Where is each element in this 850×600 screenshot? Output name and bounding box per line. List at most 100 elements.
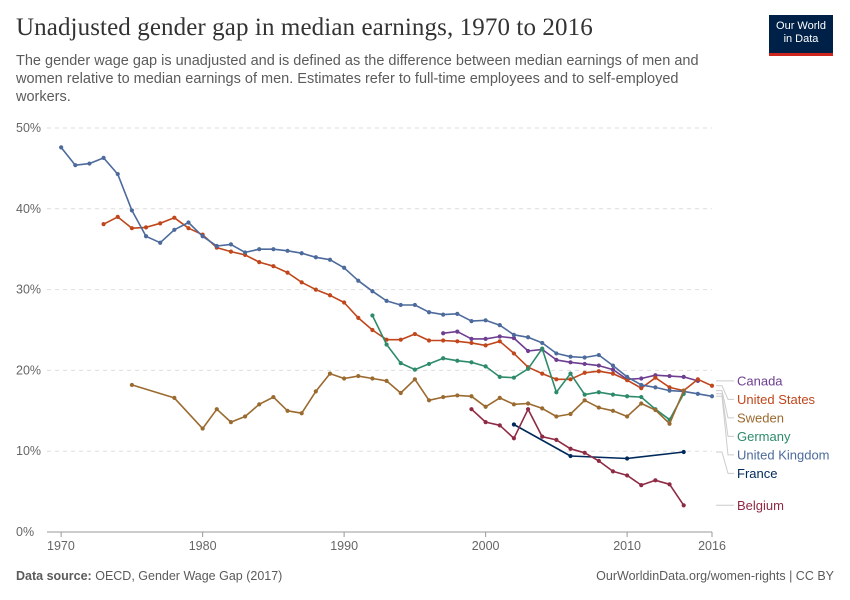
series-line-sweden (131, 372, 685, 430)
data-point-united-states (554, 377, 559, 382)
legend-connector-united-states (716, 385, 734, 400)
data-point-canada (455, 329, 460, 334)
data-point-united-states (186, 226, 191, 231)
legend-connector-united-kingdom (716, 395, 734, 456)
x-tick-label: 2016 (698, 539, 726, 553)
legend-label-germany: Germany (737, 429, 791, 444)
data-point-united-kingdom (511, 332, 517, 337)
data-point-united-states (540, 371, 545, 376)
data-point-sweden (313, 389, 318, 394)
data-point-united-kingdom (540, 340, 545, 346)
data-point-united-kingdom (469, 319, 474, 324)
data-point-united-kingdom (582, 355, 587, 360)
legend-connector-france (716, 451, 734, 474)
data-point-united-kingdom (610, 363, 616, 368)
data-point-sweden (299, 411, 304, 416)
data-point-sweden (384, 378, 389, 384)
data-point-belgium (525, 407, 531, 412)
data-point-canada (568, 360, 573, 365)
data-point-germany (483, 364, 488, 369)
data-point-canada (483, 336, 488, 341)
data-point-united-kingdom (313, 255, 318, 260)
data-point-united-kingdom (398, 302, 403, 308)
data-point-sweden (257, 402, 262, 407)
data-point-united-states (299, 280, 304, 285)
data-point-united-states (412, 331, 417, 337)
series-line-belgium (470, 408, 685, 506)
data-point-united-kingdom (143, 234, 149, 239)
data-point-united-kingdom (73, 163, 78, 168)
data-point-germany (525, 366, 531, 371)
data-point-germany (398, 361, 403, 366)
data-point-united-states (257, 260, 262, 265)
data-point-canada (639, 376, 644, 381)
data-point-sweden (497, 395, 502, 400)
data-source-text[interactable]: OECD, Gender Wage Gap (2017) (95, 569, 283, 583)
data-point-sweden (342, 376, 347, 381)
data-point-united-states (426, 338, 432, 343)
data-point-sweden (483, 404, 488, 409)
data-point-united-kingdom (101, 155, 106, 160)
data-point-united-kingdom (115, 171, 120, 177)
data-point-united-kingdom (441, 312, 446, 317)
data-point-united-states (483, 343, 488, 348)
data-point-canada (497, 334, 502, 339)
data-point-sweden (370, 376, 375, 381)
data-point-united-states (582, 370, 587, 375)
data-point-france (511, 422, 517, 427)
legend-label-united-kingdom: United Kingdom (737, 447, 830, 462)
legend-label-sweden: Sweden (737, 410, 784, 425)
series-line-france (513, 423, 684, 460)
data-point-belgium (667, 482, 672, 487)
data-point-united-kingdom (186, 220, 191, 225)
data-point-germany (412, 367, 417, 372)
data-point-germany (370, 313, 375, 318)
data-point-united-states (625, 377, 630, 383)
data-point-sweden (582, 398, 587, 403)
data-point-united-states (370, 327, 375, 333)
data-point-france (568, 453, 573, 459)
data-point-sweden (398, 390, 403, 396)
data-point-sweden (356, 373, 361, 379)
data-point-united-states (610, 371, 616, 376)
data-point-united-kingdom (384, 298, 389, 304)
data-point-sweden (412, 377, 417, 382)
data-point-belgium (596, 458, 601, 463)
data-point-germany (511, 375, 517, 380)
data-point-united-kingdom (625, 374, 630, 379)
data-point-sweden (426, 398, 432, 403)
x-tick-label: 2000 (472, 539, 500, 553)
data-point-united-kingdom (653, 385, 658, 390)
data-point-sweden (200, 426, 205, 431)
data-point-germany (639, 394, 644, 400)
footer-url[interactable]: OurWorldinData.org/women-rights | CC BY (596, 569, 834, 583)
data-point-canada (511, 335, 517, 341)
legend-label-canada: Canada (737, 373, 783, 388)
data-point-united-kingdom (639, 382, 644, 388)
data-point-sweden (511, 402, 517, 407)
data-point-sweden (285, 408, 290, 413)
data-point-united-kingdom (370, 289, 375, 294)
data-point-belgium (469, 407, 474, 412)
data-point-germany (441, 356, 446, 361)
data-point-belgium (483, 420, 488, 425)
data-point-united-states (455, 339, 460, 344)
data-point-sweden (214, 407, 219, 412)
data-point-sweden (610, 408, 616, 413)
owid-logo[interactable]: Our World in Data (769, 15, 833, 56)
data-point-united-states (469, 340, 474, 346)
data-point-germany (455, 358, 460, 363)
data-point-canada (554, 357, 559, 362)
data-point-united-states (497, 339, 502, 344)
data-point-united-kingdom (455, 311, 460, 316)
data-point-united-states (596, 369, 601, 374)
data-point-sweden (242, 414, 248, 419)
data-point-germany (497, 374, 502, 379)
data-point-united-states (511, 351, 517, 356)
data-point-sweden (554, 414, 559, 419)
data-point-united-states (143, 225, 149, 230)
data-point-united-kingdom (568, 354, 573, 359)
data-point-belgium (568, 446, 573, 451)
data-point-united-states (115, 214, 120, 219)
data-point-belgium (625, 473, 630, 478)
